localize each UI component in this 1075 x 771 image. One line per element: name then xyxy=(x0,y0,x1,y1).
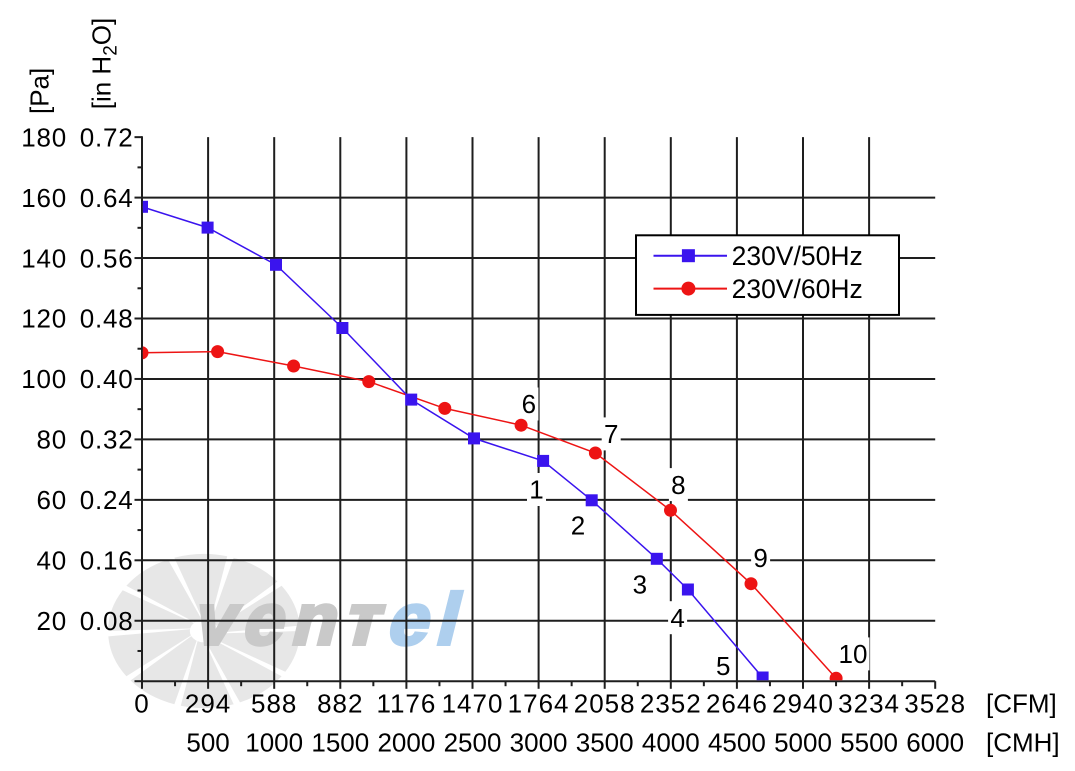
svg-text:3234: 3234 xyxy=(838,688,900,718)
svg-text:0.24: 0.24 xyxy=(80,485,134,515)
svg-text:230V/50Hz: 230V/50Hz xyxy=(732,241,863,271)
svg-text:80: 80 xyxy=(36,425,67,455)
svg-text:2940: 2940 xyxy=(772,688,834,718)
svg-text:40: 40 xyxy=(36,546,67,576)
svg-text:1500: 1500 xyxy=(311,727,369,757)
svg-text:160: 160 xyxy=(21,183,67,213)
svg-text:882: 882 xyxy=(317,688,363,718)
svg-text:3528: 3528 xyxy=(904,688,966,718)
svg-text:2646: 2646 xyxy=(706,688,768,718)
svg-text:10: 10 xyxy=(839,639,868,669)
svg-text:1764: 1764 xyxy=(508,688,570,718)
svg-text:140: 140 xyxy=(21,243,67,273)
svg-text:[Pa]: [Pa] xyxy=(25,68,55,114)
svg-text:0.56: 0.56 xyxy=(80,243,134,273)
svg-text:3: 3 xyxy=(633,569,647,599)
svg-text:9: 9 xyxy=(753,543,767,573)
svg-text:4: 4 xyxy=(670,603,684,633)
svg-text:2500: 2500 xyxy=(444,727,502,757)
svg-text:3500: 3500 xyxy=(576,727,634,757)
svg-text:4000: 4000 xyxy=(642,727,700,757)
svg-text:1: 1 xyxy=(529,475,543,505)
svg-text:0.16: 0.16 xyxy=(80,546,134,576)
svg-text:180: 180 xyxy=(21,122,67,152)
svg-text:5: 5 xyxy=(716,651,730,681)
svg-text:[in H2O]: [in H2O] xyxy=(86,18,121,109)
svg-text:0.72: 0.72 xyxy=(80,122,134,152)
svg-text:1470: 1470 xyxy=(442,688,504,718)
svg-text:0.08: 0.08 xyxy=(80,606,134,636)
svg-text:1000: 1000 xyxy=(245,727,303,757)
svg-text:2000: 2000 xyxy=(377,727,435,757)
svg-text:20: 20 xyxy=(36,606,67,636)
svg-text:294: 294 xyxy=(185,688,231,718)
svg-text:500: 500 xyxy=(186,727,229,757)
svg-text:6: 6 xyxy=(522,389,536,419)
svg-text:230V/60Hz: 230V/60Hz xyxy=(732,274,863,304)
svg-text:2: 2 xyxy=(571,510,585,540)
svg-text:2058: 2058 xyxy=(574,688,636,718)
svg-text:6000: 6000 xyxy=(906,727,964,757)
svg-text:120: 120 xyxy=(21,304,67,334)
svg-text:8: 8 xyxy=(671,470,685,500)
svg-text:0.48: 0.48 xyxy=(80,304,134,334)
svg-text:588: 588 xyxy=(251,688,297,718)
svg-text:0.64: 0.64 xyxy=(80,183,134,213)
svg-text:7: 7 xyxy=(604,419,618,449)
svg-text:60: 60 xyxy=(36,485,67,515)
svg-text:1176: 1176 xyxy=(376,688,436,718)
svg-text:100: 100 xyxy=(21,364,67,394)
svg-text:0.32: 0.32 xyxy=(80,425,134,455)
svg-text:[CMH]: [CMH] xyxy=(986,727,1060,757)
svg-text:0: 0 xyxy=(134,688,149,718)
svg-text:2352: 2352 xyxy=(640,688,702,718)
svg-text:5000: 5000 xyxy=(774,727,832,757)
svg-text:[CFM]: [CFM] xyxy=(986,688,1057,718)
svg-text:3000: 3000 xyxy=(510,727,568,757)
svg-text:5500: 5500 xyxy=(840,727,898,757)
svg-text:4500: 4500 xyxy=(708,727,766,757)
svg-text:0.40: 0.40 xyxy=(80,364,134,394)
